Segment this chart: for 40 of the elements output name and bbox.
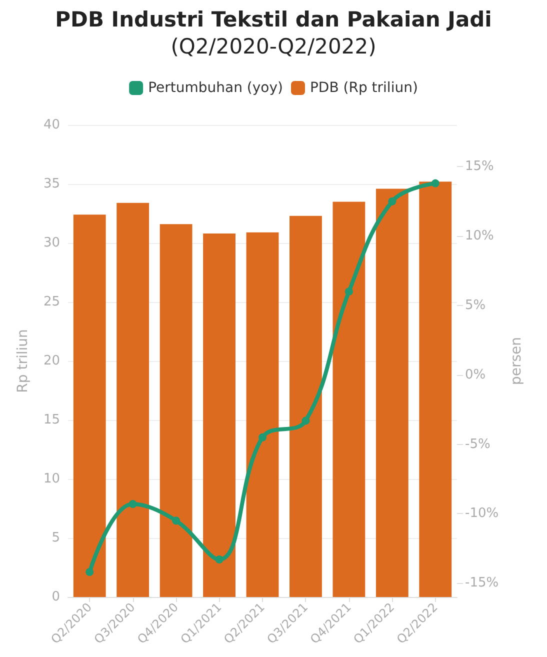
point	[344, 288, 353, 296]
chart-title: PDB Industri Tekstil dan Pakaian Jadi	[55, 8, 492, 32]
y-tick-label: 0	[52, 590, 60, 604]
y2-tick-label: -10%	[465, 506, 499, 522]
y-tick-label: 10	[43, 472, 60, 486]
y-tick-label: 40	[43, 118, 60, 132]
bar	[246, 232, 279, 597]
y-tick-label: 15	[43, 412, 60, 428]
bar	[160, 224, 192, 597]
bar	[419, 182, 452, 597]
bar	[73, 214, 106, 597]
y-tick-label: 25	[43, 294, 60, 310]
bar	[203, 234, 236, 597]
y-tick-label: 30	[43, 236, 60, 250]
point	[388, 197, 396, 206]
y2-tick-label: -15%	[465, 576, 499, 591]
point	[431, 179, 440, 188]
bar	[376, 188, 408, 597]
y-tick-label: 35	[43, 176, 60, 192]
point	[215, 556, 224, 564]
point	[86, 568, 94, 576]
bar	[332, 202, 366, 597]
y-tick-label: 5	[52, 530, 60, 546]
bar	[116, 202, 150, 597]
y2-tick-label: 10%	[465, 228, 494, 244]
y2-tick-label: 15%	[465, 159, 494, 174]
point	[128, 500, 137, 508]
bar	[290, 216, 322, 597]
y2-tick-label: 5%	[465, 298, 486, 313]
legend-label: Pertumbuhan (yoy)	[148, 80, 284, 96]
point	[172, 516, 180, 525]
y2-tick-label: -5%	[465, 436, 490, 452]
point	[302, 416, 310, 425]
point	[258, 433, 266, 442]
y2-tick-label: 0%	[465, 367, 486, 382]
y-axis-title: Rp triliun	[15, 329, 31, 393]
chart-subtitle: (Q2/2020-Q2/2022)	[170, 34, 376, 58]
y-tick-label: 20	[43, 354, 60, 368]
legend-label: PDB (Rp triliun)	[310, 80, 418, 96]
y2-axis-title: persen	[508, 336, 524, 386]
